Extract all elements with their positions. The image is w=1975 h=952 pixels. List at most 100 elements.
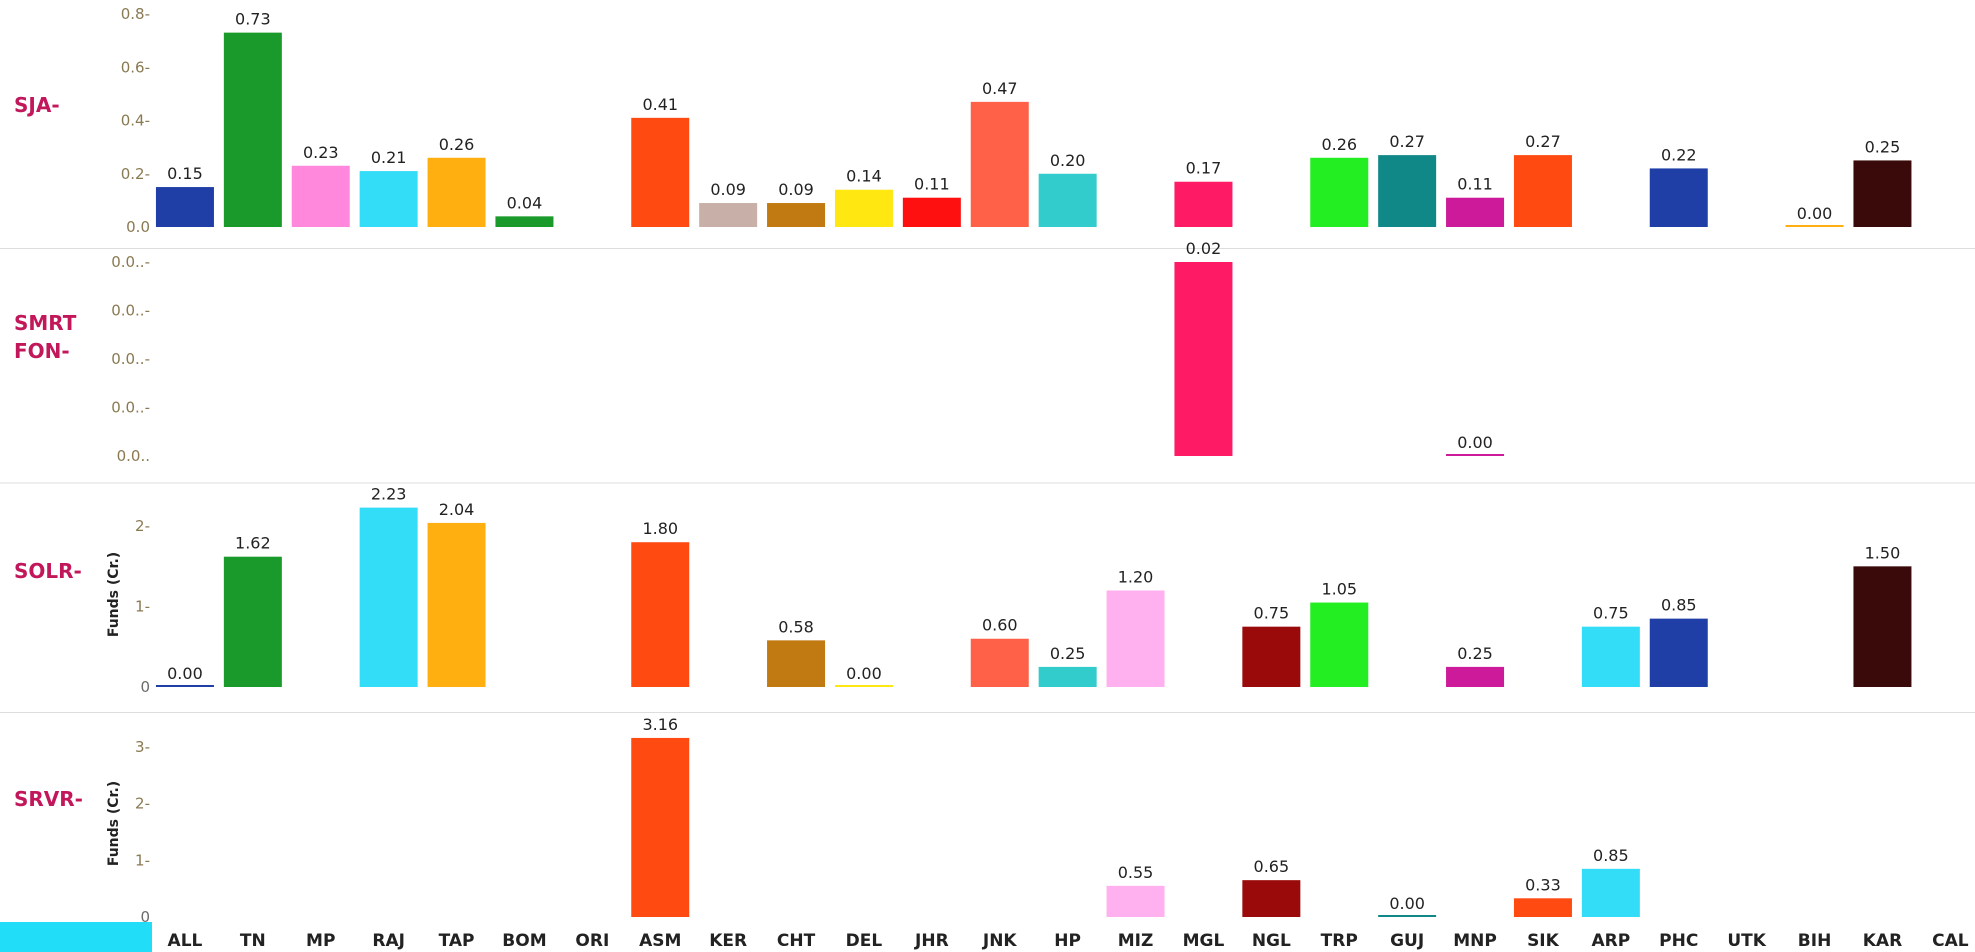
data-label-hp: 0.25 — [1050, 644, 1086, 663]
bar-kar — [1853, 160, 1912, 227]
row-label-line: SJA- — [14, 93, 60, 117]
data-label-ngl: 0.75 — [1254, 604, 1290, 623]
data-label-kar: 1.50 — [1865, 543, 1901, 562]
y-tick-label: 0.0..- — [111, 399, 150, 417]
bar-phc — [1649, 618, 1708, 687]
panel-0: SJA- 0.0 0.2- 0.4- 0.6- 0.8- 0.15 0.73 0.23 0.21 0… — [14, 5, 1912, 236]
bar-tap — [427, 157, 486, 227]
panel-row-label: SMRT FON- — [14, 311, 77, 363]
y-tick-label: 2- — [135, 795, 150, 813]
data-label-cht: 0.09 — [778, 180, 814, 199]
data-label-arp: 0.75 — [1593, 604, 1629, 623]
x-tick-label-raj: RAJ — [372, 931, 405, 951]
data-label-phc: 0.22 — [1661, 145, 1697, 164]
bar-asm — [631, 737, 690, 917]
chart-panels: SJA- 0.0 0.2- 0.4- 0.6- 0.8- 0.15 0.73 0.23 0.21 0… — [0, 5, 1975, 926]
bar-asm — [631, 542, 690, 687]
bar-mnp — [1446, 197, 1505, 227]
x-tick-label-ngl: NGL — [1252, 931, 1291, 951]
data-label-guj: 0.00 — [1389, 894, 1425, 913]
row-label-line: FON- — [14, 339, 70, 363]
data-label-all: 0.15 — [167, 164, 203, 183]
bar-jnk — [970, 638, 1029, 687]
data-label-sik: 0.33 — [1525, 875, 1561, 894]
bar-miz — [1106, 885, 1165, 917]
x-tick-label-jhr: JHR — [914, 931, 949, 951]
y-axis-title: Funds (Cr.) — [106, 552, 122, 637]
data-label-mp: 0.23 — [303, 143, 339, 162]
bar-jnk — [970, 101, 1029, 227]
bar-ngl — [1242, 880, 1301, 917]
data-label-raj: 0.21 — [371, 148, 407, 167]
data-label-ngl: 0.65 — [1254, 857, 1290, 876]
data-label-jnk: 0.47 — [982, 79, 1018, 98]
x-tick-label-miz: MIZ — [1118, 931, 1154, 951]
legend-swatch — [0, 922, 152, 952]
bar-del — [834, 189, 893, 227]
x-tick-label-jnk: JNK — [982, 931, 1018, 951]
data-label-all: 0.00 — [167, 664, 203, 683]
x-tick-label-phc: PHC — [1659, 931, 1698, 951]
bar-raj — [359, 507, 418, 687]
bar-mgl — [1174, 262, 1233, 456]
bar-guj — [1378, 155, 1437, 227]
data-label-bom: 0.04 — [507, 193, 543, 212]
data-label-sik: 0.27 — [1525, 132, 1561, 151]
data-label-tap: 2.04 — [439, 500, 475, 519]
x-tick-label-ker: KER — [709, 931, 747, 951]
y-tick-label: 1- — [135, 851, 150, 869]
data-label-tn: 0.73 — [235, 10, 271, 29]
bar-kar — [1853, 566, 1912, 687]
x-tick-label-trp: TRP — [1321, 931, 1358, 951]
data-label-ker: 0.09 — [710, 180, 746, 199]
bar-ngl — [1242, 626, 1301, 687]
panel-row-label: SOLR- — [14, 559, 82, 583]
y-tick-label: 1- — [135, 598, 150, 616]
x-tick-label-hp: HP — [1054, 931, 1081, 951]
x-tick-label-del: DEL — [846, 931, 883, 951]
bar-mgl — [1174, 181, 1233, 227]
y-tick-label: 0 — [140, 908, 150, 926]
data-label-jhr: 0.11 — [914, 175, 950, 194]
y-tick-label: 0.4- — [121, 112, 150, 130]
category-axis: ALL TN MP RAJ TAP BOM ORI ASM KER CHT DEL JHR JNK HP M… — [168, 931, 1969, 951]
y-tick-label: 0.0 — [126, 218, 150, 236]
bar-cht — [767, 640, 826, 687]
x-tick-label-all: ALL — [168, 931, 203, 951]
bar-miz — [1106, 590, 1165, 687]
bar-arp — [1581, 868, 1640, 917]
bar-arp — [1581, 626, 1640, 687]
x-tick-label-asm: ASM — [639, 931, 681, 951]
x-tick-label-tap: TAP — [439, 931, 475, 951]
y-tick-label: 2- — [135, 517, 150, 535]
x-tick-label-sik: SIK — [1527, 931, 1560, 951]
y-tick-label: 0.6- — [121, 58, 150, 76]
bar-trp — [1310, 602, 1369, 687]
y-tick-label: 3- — [135, 738, 150, 756]
panel-3: SRVR- Funds (Cr.) 0 1- 2- 3- 3.16 0.55 0.65 0.00 0… — [0, 712, 1975, 926]
data-label-cht: 0.58 — [778, 617, 814, 636]
bar-tn — [223, 556, 282, 687]
x-tick-label-kar: KAR — [1863, 931, 1902, 951]
bar-raj — [359, 171, 418, 227]
bar-bih — [1785, 225, 1844, 227]
x-tick-label-utk: UTK — [1727, 931, 1766, 951]
x-tick-label-mp: MP — [306, 931, 335, 951]
row-label-line: SRVR- — [14, 787, 83, 811]
bar-cht — [767, 203, 826, 227]
bar-mp — [291, 165, 350, 227]
bar-bom — [495, 216, 554, 227]
y-tick-label: 0.0..- — [111, 253, 150, 271]
bar-sik — [1513, 155, 1572, 227]
bar-ker — [699, 203, 758, 227]
x-tick-label-mgl: MGL — [1183, 931, 1225, 951]
x-tick-label-tn: TN — [240, 931, 266, 951]
data-label-del: 0.00 — [846, 664, 882, 683]
panel-1: SMRT FON- 0.0.. 0.0..- 0.0..- 0.0..- 0.0..- 0.0… — [0, 239, 1975, 465]
x-tick-label-ori: ORI — [575, 931, 609, 951]
data-label-hp: 0.20 — [1050, 151, 1086, 170]
data-label-miz: 1.20 — [1118, 567, 1154, 586]
x-tick-label-cht: CHT — [777, 931, 816, 951]
y-axis-title: Funds (Cr.) — [106, 781, 122, 866]
